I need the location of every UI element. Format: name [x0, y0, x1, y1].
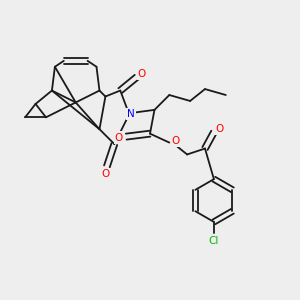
- Text: O: O: [215, 124, 224, 134]
- Text: O: O: [138, 69, 146, 79]
- Text: N: N: [127, 109, 135, 119]
- Text: O: O: [101, 169, 110, 179]
- Text: Cl: Cl: [209, 236, 219, 246]
- Text: O: O: [115, 133, 123, 142]
- Text: O: O: [172, 136, 180, 146]
